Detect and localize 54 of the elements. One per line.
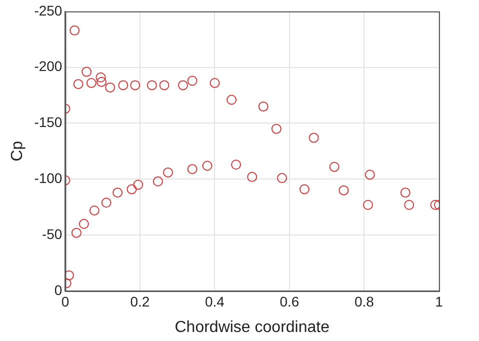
point bbox=[404, 200, 414, 210]
point bbox=[70, 25, 80, 36]
point bbox=[187, 76, 198, 86]
point bbox=[86, 78, 96, 88]
x-tick-label: 0.6 bbox=[280, 293, 300, 310]
x-tick-label: 0.4 bbox=[205, 293, 225, 310]
point bbox=[133, 180, 144, 190]
point bbox=[271, 124, 282, 134]
point bbox=[96, 76, 106, 87]
point bbox=[89, 205, 100, 216]
point bbox=[101, 198, 112, 208]
point bbox=[112, 188, 123, 198]
point bbox=[258, 101, 268, 112]
point bbox=[178, 80, 188, 90]
point bbox=[146, 80, 157, 90]
point bbox=[187, 164, 198, 174]
point bbox=[338, 185, 349, 196]
point bbox=[82, 66, 92, 77]
y-tick-label: -100 bbox=[34, 170, 62, 186]
point bbox=[362, 200, 373, 210]
y-tick-label: -250 bbox=[34, 2, 62, 18]
point bbox=[152, 176, 163, 186]
point bbox=[247, 172, 258, 182]
point bbox=[329, 162, 340, 172]
y-tick-label: -50 bbox=[42, 226, 62, 242]
y-tick-label: -200 bbox=[34, 58, 62, 74]
point bbox=[308, 132, 319, 143]
point bbox=[71, 228, 82, 238]
x-axis-title: Chordwise coordinate bbox=[174, 318, 330, 336]
y-tick-label: -150 bbox=[34, 114, 62, 130]
point bbox=[202, 160, 212, 171]
point bbox=[430, 200, 439, 210]
point bbox=[210, 78, 220, 88]
point bbox=[73, 79, 84, 90]
point bbox=[126, 184, 137, 194]
point bbox=[231, 160, 242, 170]
point bbox=[163, 167, 174, 178]
x-tick-label: 0.2 bbox=[130, 293, 150, 310]
y-axis-title: Cp bbox=[9, 140, 26, 162]
point bbox=[105, 82, 116, 92]
point bbox=[130, 80, 140, 90]
point bbox=[78, 218, 89, 229]
point bbox=[96, 72, 106, 82]
y-tick-label: 0 bbox=[54, 282, 62, 298]
point bbox=[118, 80, 128, 90]
point bbox=[65, 270, 74, 280]
point bbox=[364, 170, 375, 180]
x-tick-label: 1 bbox=[435, 293, 444, 310]
point bbox=[299, 184, 310, 194]
x-tick-label: 0.8 bbox=[354, 293, 374, 310]
point bbox=[226, 94, 237, 105]
point bbox=[277, 173, 288, 184]
point bbox=[159, 80, 170, 90]
point bbox=[400, 188, 410, 198]
